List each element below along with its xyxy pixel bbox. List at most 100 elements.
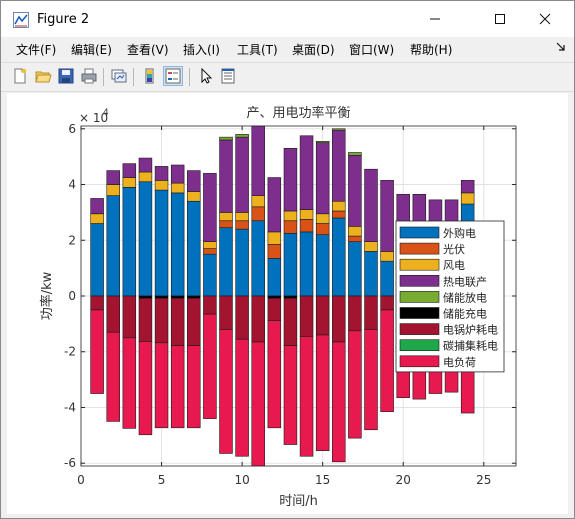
bar-segment [235,134,249,138]
x-tick-label: 10 [234,473,249,487]
bar-segment [267,258,282,297]
dock-arrow-icon[interactable] [556,42,566,52]
menu-desktop[interactable]: 桌面(D) [292,43,335,57]
maximize-icon [495,14,505,24]
bar-segment [154,295,169,299]
property-inspector-icon[interactable] [219,67,237,85]
legend-label: 碳捕集耗电 [443,339,498,353]
menu-file[interactable]: 文件(F) [16,43,57,57]
bar-segment [219,227,233,297]
colorbar-icon[interactable] [141,67,159,85]
bar-segment [203,253,217,297]
bar-segment [219,329,233,454]
menu-insert[interactable]: 插入(I) [183,43,220,57]
open-file-icon[interactable] [34,67,52,85]
legend-icon[interactable] [163,66,183,86]
close-icon [539,13,551,25]
minimize-icon [430,18,440,20]
print-icon[interactable] [80,67,98,85]
bar-segment [187,345,201,429]
bar-segment [203,241,217,249]
bar-segment [380,309,394,412]
legend-swatch [399,355,440,368]
y-tick-label: 4 [68,178,76,192]
menu-view[interactable]: 查看(V) [127,43,169,57]
toolbar-separator [103,68,104,86]
menu-tools[interactable]: 工具(T) [237,43,278,57]
bar-segment [235,220,249,230]
bar-segment [315,334,330,451]
link-plot-icon[interactable] [110,67,128,85]
menu-edit[interactable]: 编辑(E) [71,43,112,57]
legend-swatch [399,242,440,255]
bar-segment [332,200,346,212]
bar-segment [332,129,346,202]
bar-segment [332,128,346,131]
title-bar: Figure 2 [1,1,574,37]
bar-segment [283,210,298,222]
bar-segment [138,171,153,183]
bar-segment [203,173,217,242]
bar-segment [380,260,394,297]
new-figure-icon[interactable] [11,67,29,85]
bar-segment [267,297,282,321]
stacked-bar-chart: 产、用电功率平衡 × 10 4 0 5 10 15 20 25 -6 -4 -2 0 2 4 6 时间/… [39,105,517,509]
y-tick-label: -4 [64,400,76,414]
bar-segment [90,309,104,394]
close-button[interactable] [522,1,568,37]
save-icon[interactable] [57,67,75,85]
bar-segment [267,295,282,299]
bar-segment [380,251,394,262]
bar-segment [154,180,169,191]
bar-segment [299,219,314,233]
bar-segment [283,220,298,234]
legend-label: 风电 [443,259,465,272]
bar-segment [299,336,314,457]
legend-swatch [399,226,440,239]
y-exponent-power: 4 [103,108,109,118]
bar-segment [138,341,153,436]
bar-segment [187,297,201,346]
pointer-icon[interactable] [197,67,215,85]
bar-segment [138,295,153,299]
bar-segment [90,295,104,311]
bar-segment [348,154,362,227]
x-tick-label: 20 [396,473,411,487]
maximize-button[interactable] [477,1,523,37]
bar-segment [219,139,233,213]
bar-segment [203,248,217,255]
bar-segment [138,157,153,173]
bar-segment [154,189,169,297]
axes-group: 0 5 10 15 20 25 -6 -4 -2 0 2 4 6 [64,122,517,487]
legend-swatch [399,307,440,319]
bar-segment [364,295,378,330]
bar-segment [187,170,201,192]
bar-segment [460,180,475,194]
bar-segment [235,228,249,297]
menu-window[interactable]: 窗口(W) [349,43,395,57]
menu-help[interactable]: 帮助(H) [410,43,453,57]
bar-segment [170,182,185,194]
minimize-button[interactable] [412,1,458,37]
bar-segment [315,223,330,235]
legend-swatch [399,339,440,351]
y-tick-label: 0 [68,289,76,303]
bar-segment [170,345,185,429]
bar-segment [122,177,137,188]
legend-swatch [399,323,440,335]
y-axis-label: 功率/kw [39,271,55,320]
bar-segment [235,212,249,222]
bar-segment [106,295,120,333]
bar-segment [364,329,378,431]
bar-segment [170,295,185,299]
y-tick-label: 6 [68,122,76,136]
bar-segment [90,198,104,215]
y-exponent-label: × 10 4 [79,108,109,125]
x-tick-label: 5 [158,473,166,487]
y-tick-label: 2 [68,233,76,247]
toolbar-separator [189,68,190,86]
bar-segment [267,320,282,429]
bar-segment [235,295,249,340]
